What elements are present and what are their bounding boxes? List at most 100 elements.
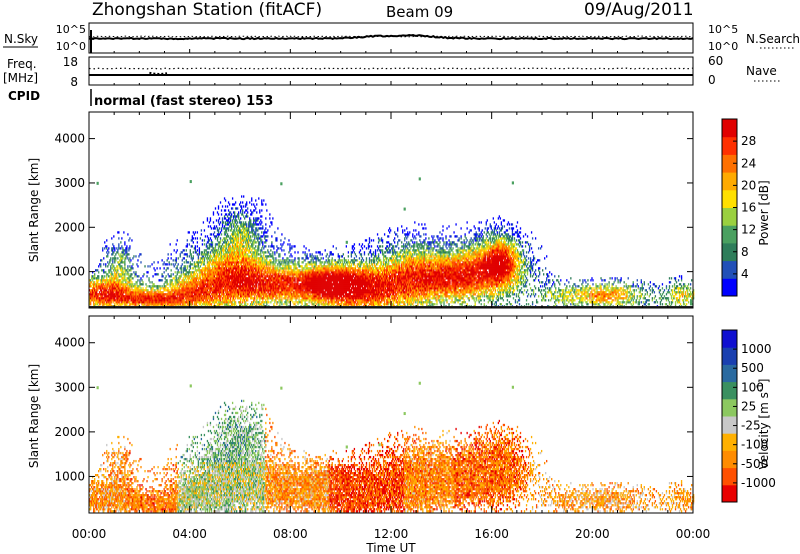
freq-label: Freq. xyxy=(7,57,37,71)
power-cell xyxy=(110,265,111,267)
power-cell xyxy=(159,267,160,269)
power-cell xyxy=(174,249,175,251)
power-cell xyxy=(113,291,114,293)
power-cell xyxy=(103,269,104,271)
power-cell xyxy=(91,285,92,287)
power-cell xyxy=(118,231,119,233)
power-cell xyxy=(168,253,169,255)
power-cell xyxy=(134,275,135,277)
power-cell xyxy=(125,271,126,273)
power-cell xyxy=(115,257,116,259)
power-cell xyxy=(110,269,111,271)
power-cell xyxy=(166,269,167,271)
power-cell xyxy=(107,255,108,257)
power-cell xyxy=(106,293,107,295)
power-cell xyxy=(124,253,125,255)
power-cell xyxy=(129,265,130,267)
power-cell xyxy=(90,283,91,285)
power-cell xyxy=(161,279,162,281)
power-cell xyxy=(167,279,168,281)
power-cell xyxy=(107,261,108,263)
power-cell xyxy=(152,275,153,277)
power-cell xyxy=(129,281,130,283)
power-cell xyxy=(135,271,136,273)
power-cell xyxy=(93,301,94,303)
power-cell xyxy=(131,265,132,267)
power-cell xyxy=(122,293,123,295)
power-cell xyxy=(115,253,116,255)
power-cell xyxy=(171,263,172,265)
power-cell xyxy=(109,275,110,277)
power-cell xyxy=(140,253,141,255)
power-cell xyxy=(146,275,147,277)
nave-tick-bottom: 0 xyxy=(708,73,716,87)
power-cell xyxy=(101,289,102,291)
power-cell xyxy=(108,251,109,253)
power-cell xyxy=(91,281,92,283)
power-cell xyxy=(120,279,121,281)
power-cell xyxy=(136,263,137,265)
power-cell xyxy=(176,259,177,261)
power-cell xyxy=(130,269,131,271)
power-cell xyxy=(103,257,104,259)
power-cell xyxy=(149,281,150,283)
power-cell xyxy=(151,263,152,265)
power-cell xyxy=(132,283,133,285)
power-cell xyxy=(129,237,130,239)
power-cell xyxy=(98,279,99,281)
power-cell xyxy=(112,259,113,261)
power-cell xyxy=(127,271,128,273)
power-cell xyxy=(165,277,166,279)
power-cell xyxy=(102,247,103,249)
power-cell xyxy=(177,267,178,269)
power-cell xyxy=(122,269,123,271)
freq-unit-label: [MHz] xyxy=(3,71,38,85)
power-cell xyxy=(168,283,169,285)
power-cell xyxy=(123,271,124,273)
power-cell xyxy=(100,303,101,305)
power-cell xyxy=(104,247,105,249)
power-cell xyxy=(110,259,111,261)
power-cell xyxy=(124,261,125,263)
power-cell xyxy=(132,263,133,265)
nave-label: Nave xyxy=(746,64,777,78)
power-cell xyxy=(122,267,123,269)
power-cell xyxy=(120,241,121,243)
power-cell xyxy=(122,247,123,249)
power-cell xyxy=(155,291,156,293)
power-cell xyxy=(162,275,163,277)
power-cell xyxy=(109,261,110,263)
power-cell xyxy=(105,263,106,265)
power-cell xyxy=(142,275,143,277)
nave-tick-top: 60 xyxy=(708,54,723,68)
power-cell xyxy=(124,267,125,269)
power-cell xyxy=(94,287,95,289)
power-cell xyxy=(130,279,131,281)
power-cell xyxy=(117,277,118,279)
power-cell xyxy=(104,301,105,303)
power-cell xyxy=(108,247,109,249)
power-cell xyxy=(175,285,176,287)
power-cell xyxy=(157,273,158,275)
power-cell xyxy=(128,259,129,261)
power-cell xyxy=(118,253,119,255)
power-cell xyxy=(129,301,130,303)
power-cell xyxy=(163,267,164,269)
power-cell xyxy=(136,281,137,283)
power-cell xyxy=(140,261,141,263)
power-cell xyxy=(151,291,152,293)
nsky-tick-bottom: 10^0 xyxy=(56,40,86,53)
power-cell xyxy=(124,275,125,277)
power-cell xyxy=(177,265,178,267)
power-cell xyxy=(128,273,129,275)
power-cell xyxy=(135,255,136,257)
power-cell xyxy=(162,263,163,265)
power-cell xyxy=(99,291,100,293)
power-cell xyxy=(138,287,139,289)
power-cell xyxy=(126,303,127,305)
power-cell xyxy=(168,273,169,275)
freq-tick-bottom: 8 xyxy=(70,75,78,89)
power-cell xyxy=(177,249,178,251)
power-cell xyxy=(147,289,148,291)
power-cell xyxy=(101,259,102,261)
